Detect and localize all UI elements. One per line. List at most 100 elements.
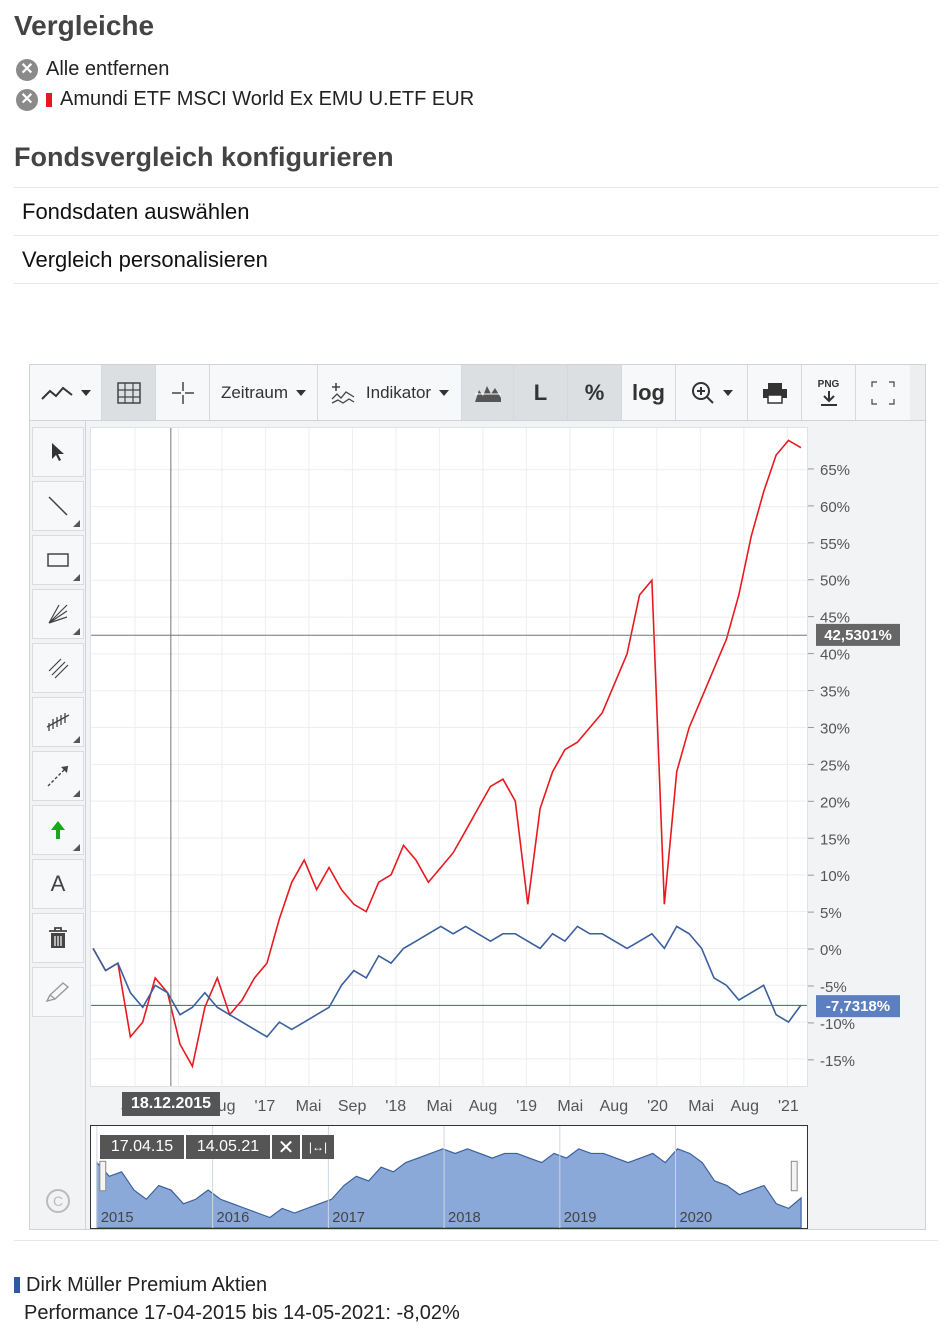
navigator-area xyxy=(96,1148,802,1228)
x-tick-label: '19 xyxy=(516,1098,537,1115)
pencil-icon xyxy=(45,982,70,1003)
drawing-toolbar: A C xyxy=(30,421,86,1229)
parallel-lines-icon xyxy=(48,658,69,679)
pointer-tool[interactable] xyxy=(32,427,84,477)
chart-widget: Zeitraum Indikator L % log PNG xyxy=(29,364,926,1230)
arrow-line-icon xyxy=(47,765,69,787)
zoom-dropdown[interactable] xyxy=(676,365,748,420)
area-mode-button[interactable] xyxy=(462,365,514,420)
x-tick-label: Aug xyxy=(600,1098,628,1115)
legend-series: Dirk Müller Premium Aktien xyxy=(14,1274,267,1297)
configure-accordion: Fondsdaten auswählen Vergleich personali… xyxy=(14,187,938,284)
navigator-year-label: 2018 xyxy=(448,1210,481,1226)
expand-icon xyxy=(871,380,895,405)
indikator-dropdown[interactable]: Indikator xyxy=(318,365,462,420)
log-scale-button[interactable]: log xyxy=(622,365,676,420)
linear-label: L xyxy=(533,379,548,405)
line-chart-icon xyxy=(40,386,73,400)
reset-range-button[interactable]: ✕ xyxy=(272,1135,300,1159)
rectangle-tool[interactable] xyxy=(32,535,84,585)
line-tool[interactable] xyxy=(32,481,84,531)
x-tick-label: '21 xyxy=(778,1098,799,1115)
y-tick-label: 60% xyxy=(820,499,850,516)
performance-text: Performance 17-04-2015 bis 14-05-2021: -… xyxy=(24,1302,460,1324)
x-tick-label: Sep xyxy=(338,1098,367,1115)
crosshair-icon xyxy=(171,381,194,404)
zoom-in-icon xyxy=(691,381,714,404)
series-line xyxy=(92,925,802,1038)
indicator-icon xyxy=(331,382,355,404)
x-axis: JanAprAug'17MaiSep'18MaiAug'19MaiAug'20M… xyxy=(121,1098,799,1115)
grid-button[interactable] xyxy=(102,365,156,420)
linear-scale-button[interactable]: L xyxy=(514,365,568,420)
y-tick-label: -5% xyxy=(820,979,847,996)
remove-all-row[interactable]: ✕ Alle entfernen xyxy=(16,58,169,81)
rectangle-icon xyxy=(47,553,69,567)
x-tick-label: Mai xyxy=(688,1098,714,1115)
series-line xyxy=(92,439,802,1069)
expand-range-button[interactable]: |↔| xyxy=(302,1135,334,1159)
y-tick-label: 5% xyxy=(820,905,842,922)
remove-icon[interactable]: ✕ xyxy=(16,88,38,111)
arrow-tool[interactable] xyxy=(32,751,84,801)
section-personalisieren[interactable]: Vergleich personalisieren xyxy=(14,236,938,284)
main-chart-plot[interactable] xyxy=(90,427,808,1087)
x-tick-label: '18 xyxy=(385,1098,406,1115)
legend-series-name: Dirk Müller Premium Aktien xyxy=(26,1274,268,1296)
y-tick-label: 40% xyxy=(820,647,850,664)
y-tick-label: 20% xyxy=(820,794,850,811)
x-tick-label: Mai xyxy=(296,1098,322,1115)
last-value-badge-bg xyxy=(816,995,900,1018)
copyright-icon: C xyxy=(46,1189,70,1213)
channel-tool[interactable] xyxy=(32,643,84,693)
zeitraum-dropdown[interactable]: Zeitraum xyxy=(210,365,318,420)
indikator-label: Indikator xyxy=(365,382,432,402)
remove-all-label[interactable]: Alle entfernen xyxy=(46,58,170,80)
section-fondsdaten[interactable]: Fondsdaten auswählen xyxy=(14,188,938,236)
divider xyxy=(14,1240,938,1241)
range-from-label[interactable]: 17.04.15 xyxy=(100,1135,184,1159)
y-axis: 65% 60% 55% 50% 45% 40% 35% 30% 25% 20% 15% 10% 5% 0%… xyxy=(808,462,900,1070)
y-tick-label: 0% xyxy=(820,942,842,959)
navigator-year-label: 2016 xyxy=(217,1210,250,1226)
x-tick-label: Mai xyxy=(426,1098,452,1115)
crosshair-value-badge-text: 42,5301% xyxy=(824,627,892,644)
cursor-arrow-icon xyxy=(52,443,64,461)
crosshair-button[interactable] xyxy=(156,365,210,420)
navigator-left-handle xyxy=(99,1160,107,1192)
y-tick-label: 15% xyxy=(820,831,850,848)
x-tick-label: '20 xyxy=(647,1098,668,1115)
candles-icon xyxy=(46,713,70,731)
x-tick-label: Aug xyxy=(469,1098,497,1115)
print-button[interactable] xyxy=(748,365,802,420)
fullscreen-button[interactable] xyxy=(856,365,910,420)
pencil-tool[interactable] xyxy=(32,967,84,1017)
last-value-badge: -7,7318% xyxy=(816,995,900,1018)
percent-scale-button[interactable]: % xyxy=(568,365,622,420)
chart-type-button[interactable] xyxy=(30,365,102,420)
signal-tool[interactable] xyxy=(32,805,84,855)
crosshair-date-label: 18.12.2015 xyxy=(122,1092,220,1116)
remove-icon[interactable]: ✕ xyxy=(16,58,38,81)
navigator-year-label: 2015 xyxy=(101,1210,134,1226)
diagonal-line-icon xyxy=(48,496,68,516)
fan-tool[interactable] xyxy=(32,589,84,639)
series-color-marker xyxy=(14,1277,20,1293)
log-label: log xyxy=(632,379,665,405)
y-tick-label: -15% xyxy=(820,1053,855,1070)
compare-item-label: Amundi ETF MSCI World Ex EMU U.ETF EUR xyxy=(60,88,475,110)
y-tick-label: 50% xyxy=(820,573,850,590)
compare-item-row[interactable]: ✕ Amundi ETF MSCI World Ex EMU U.ETF EUR xyxy=(16,88,474,111)
download-icon xyxy=(820,391,837,406)
crosshair-value-badge: 42,5301% xyxy=(816,623,900,646)
pattern-tool[interactable] xyxy=(32,697,84,747)
text-tool[interactable]: A xyxy=(32,859,84,909)
png-export-button[interactable]: PNG xyxy=(802,365,856,420)
range-to-label[interactable]: 14.05.21 xyxy=(186,1135,270,1159)
delete-tool[interactable] xyxy=(32,913,84,963)
series-color-marker xyxy=(46,92,52,107)
navigator-year-label: 2019 xyxy=(564,1210,597,1226)
x-tick-label: '17 xyxy=(254,1098,275,1115)
grid-icon xyxy=(116,381,141,404)
compare-title: Vergleiche xyxy=(14,10,155,41)
